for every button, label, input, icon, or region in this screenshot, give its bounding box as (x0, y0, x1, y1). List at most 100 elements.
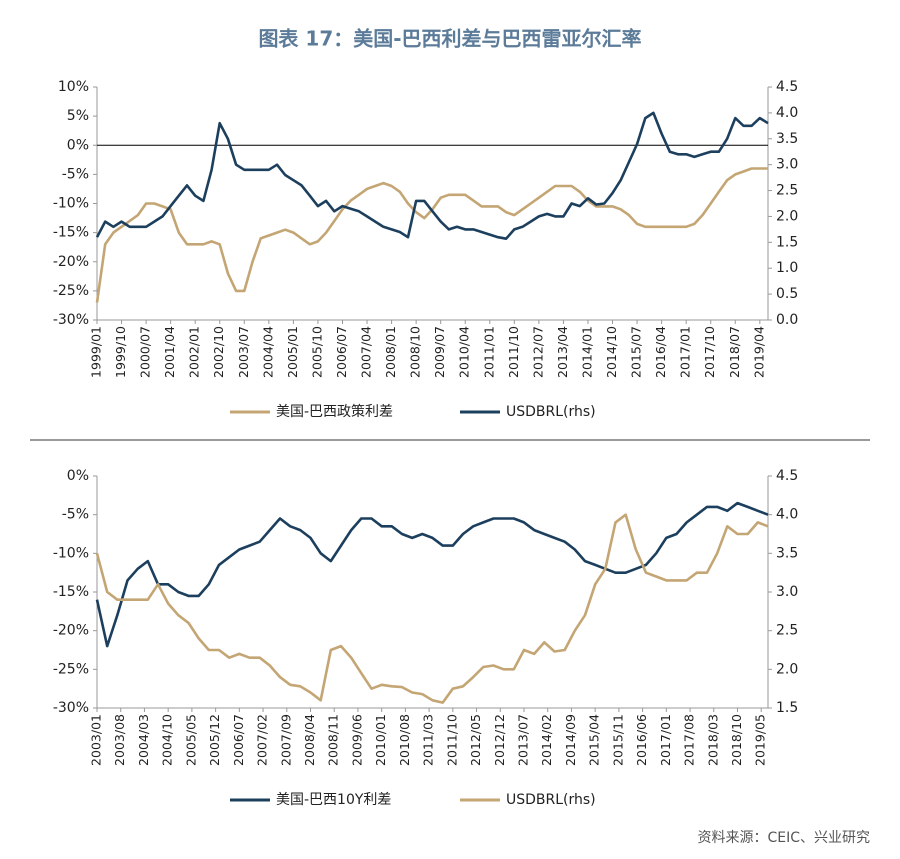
legend-label: 美国-巴西10Y利差 (276, 792, 391, 808)
x-tick-label: 2014/10 (604, 326, 619, 378)
x-tick-label: 2008/11 (326, 714, 341, 766)
y2-tick-label: 4.0 (776, 507, 798, 523)
y2-tick-label: 1.5 (776, 234, 798, 250)
y-tick-label: -15% (53, 584, 89, 600)
x-tick-label: 2010/08 (397, 714, 412, 766)
x-tick-label: 2002/10 (211, 326, 226, 378)
x-tick-label: 2014/01 (579, 326, 594, 378)
legend-label: 美国-巴西政策利差 (276, 403, 393, 420)
y2-tick-label: 4.5 (776, 468, 798, 484)
x-tick-label: 2005/12 (207, 714, 222, 766)
y2-tick-label: 4.0 (776, 105, 798, 121)
x-tick-label: 2004/03 (136, 714, 151, 766)
y2-tick-label: 3.0 (776, 157, 798, 173)
series-line (95, 111, 769, 240)
x-tick-label: 2012/05 (468, 714, 483, 766)
series-line (95, 513, 769, 704)
y-tick-label: -5% (62, 507, 89, 523)
x-tick-label: 2015/07 (629, 326, 644, 378)
page-title: 图表 17：美国-巴西利差与巴西雷亚尔汇率 (258, 27, 641, 51)
x-tick-label: 2002/01 (187, 326, 202, 378)
x-tick-label: 2011/10 (506, 326, 521, 378)
x-tick-label: 2008/10 (408, 326, 423, 378)
y2-tick-label: 3.5 (776, 545, 798, 561)
y-tick-label: -30% (53, 312, 89, 328)
y-tick-label: 0% (67, 137, 89, 153)
x-tick-label: 2006/07 (334, 326, 349, 378)
x-tick-label: 1999/10 (113, 326, 128, 378)
x-tick-label: 2016/04 (653, 326, 668, 378)
y2-tick-label: 4.5 (776, 79, 798, 95)
y-tick-label: -20% (53, 623, 89, 639)
x-tick-label: 2005/05 (183, 714, 198, 766)
y2-tick-label: 2.5 (776, 623, 798, 639)
series-line (95, 501, 769, 648)
x-tick-label: 2013/07 (516, 714, 531, 766)
x-tick-label: 2018/07 (727, 326, 742, 378)
x-tick-label: 2008/04 (302, 714, 317, 766)
x-tick-label: 2010/04 (457, 326, 472, 378)
x-tick-label: 2017/08 (682, 714, 697, 766)
x-tick-label: 1999/01 (89, 326, 104, 378)
x-tick-label: 2011/03 (421, 714, 436, 766)
y2-tick-label: 1.5 (776, 700, 798, 716)
legend-label: USDBRL(rhs) (506, 792, 596, 808)
y-tick-label: -10% (53, 545, 89, 561)
y-tick-label: 5% (67, 108, 89, 124)
x-tick-label: 2011/10 (444, 714, 459, 766)
legend-label: USDBRL(rhs) (506, 404, 596, 420)
y-tick-label: 0% (67, 468, 89, 484)
series-line (95, 167, 768, 303)
y-tick-label: -30% (53, 700, 89, 716)
x-tick-label: 2003/08 (112, 714, 127, 766)
x-tick-label: 2018/03 (705, 714, 720, 766)
x-tick-label: 2017/10 (702, 326, 717, 378)
x-tick-label: 2012/12 (492, 714, 507, 766)
x-tick-label: 2013/04 (555, 326, 570, 378)
x-tick-label: 2000/07 (138, 326, 153, 378)
x-tick-label: 2014/09 (563, 714, 578, 766)
y-tick-label: -25% (53, 283, 89, 299)
x-tick-label: 2016/06 (634, 714, 649, 766)
x-tick-label: 2011/01 (481, 326, 496, 378)
x-tick-label: 2005/10 (309, 326, 324, 378)
x-tick-label: 2008/01 (383, 326, 398, 378)
x-tick-label: 2003/07 (236, 326, 251, 378)
x-tick-label: 2009/07 (432, 326, 447, 378)
x-tick-label: 2003/01 (89, 714, 104, 766)
y2-tick-label: 2.5 (776, 183, 798, 199)
y2-tick-label: 1.0 (776, 260, 798, 276)
y2-tick-label: 0.0 (776, 312, 798, 328)
x-tick-label: 2015/04 (587, 714, 602, 766)
x-tick-label: 2015/11 (610, 714, 625, 766)
x-tick-label: 2007/02 (255, 714, 270, 766)
x-tick-label: 2019/05 (753, 714, 768, 766)
x-tick-label: 2014/02 (539, 714, 554, 766)
y-tick-label: 10% (58, 79, 89, 95)
y2-tick-label: 2.0 (776, 661, 798, 677)
x-tick-label: 2004/10 (160, 714, 175, 766)
y-tick-label: -10% (53, 196, 89, 212)
x-tick-label: 2007/04 (359, 326, 374, 378)
x-tick-label: 2019/04 (751, 326, 766, 378)
x-tick-label: 2005/01 (285, 326, 300, 378)
y-tick-label: -15% (53, 225, 89, 241)
y-tick-label: -25% (53, 661, 89, 677)
y-tick-label: -20% (53, 254, 89, 270)
x-tick-label: 2017/01 (678, 326, 693, 378)
source-note: 资料来源：CEIC、兴业研究 (697, 830, 870, 846)
x-tick-label: 2001/04 (162, 326, 177, 378)
x-tick-label: 2007/09 (278, 714, 293, 766)
x-tick-label: 2004/04 (260, 326, 275, 378)
y2-tick-label: 3.0 (776, 584, 798, 600)
x-tick-label: 2017/01 (658, 714, 673, 766)
x-tick-label: 2012/07 (530, 326, 545, 378)
x-tick-label: 2018/10 (729, 714, 744, 766)
x-tick-label: 2006/07 (231, 714, 246, 766)
y2-tick-label: 3.5 (776, 131, 798, 147)
x-tick-label: 2010/01 (373, 714, 388, 766)
y2-tick-label: 2.0 (776, 208, 798, 224)
y-tick-label: -5% (62, 166, 89, 182)
y2-tick-label: 0.5 (776, 286, 798, 302)
